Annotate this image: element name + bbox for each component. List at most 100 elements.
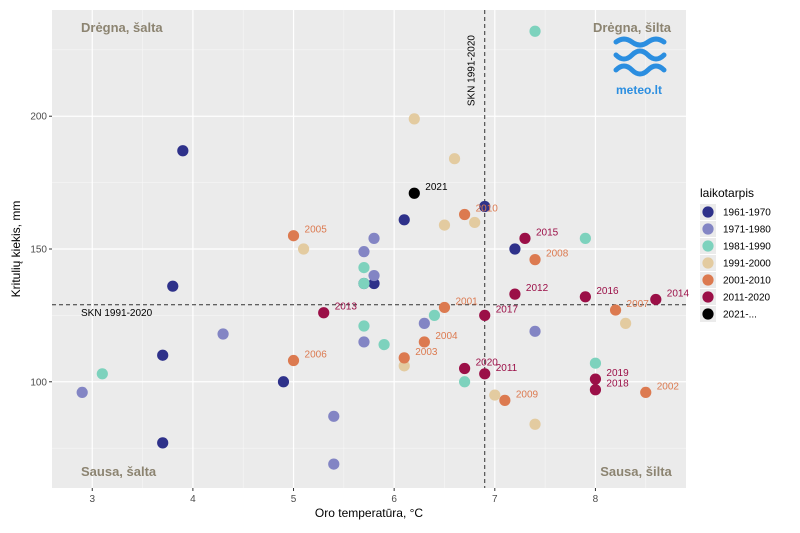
logo-text: meteo.lt bbox=[616, 83, 662, 97]
data-point bbox=[328, 458, 340, 470]
data-point bbox=[589, 373, 602, 385]
data-point bbox=[358, 320, 370, 332]
data-point bbox=[529, 254, 541, 266]
data-point bbox=[358, 336, 370, 348]
x-tick-label: 5 bbox=[291, 494, 297, 505]
data-point bbox=[76, 386, 88, 398]
legend-title: laikotarpis bbox=[700, 186, 754, 200]
point-label: 2010 bbox=[476, 203, 499, 214]
data-point bbox=[368, 277, 380, 290]
point-label: 2002 bbox=[657, 381, 680, 392]
data-point bbox=[529, 418, 541, 430]
quadrant-label-top-left: Drėgna, šalta bbox=[81, 20, 163, 35]
data-point bbox=[438, 219, 451, 231]
data-point bbox=[408, 113, 420, 125]
data-point bbox=[287, 354, 300, 367]
data-point bbox=[368, 269, 380, 282]
x-tick-label: 6 bbox=[391, 494, 397, 505]
data-point bbox=[96, 368, 108, 380]
legend-swatch bbox=[702, 291, 714, 303]
data-point bbox=[177, 145, 189, 157]
point-label: 2006 bbox=[305, 350, 328, 361]
legend-label: 1981-1990 bbox=[723, 242, 771, 253]
data-point bbox=[398, 360, 410, 372]
x-tick-label: 4 bbox=[190, 494, 196, 505]
point-label: 2003 bbox=[415, 347, 438, 358]
point-label: 2001 bbox=[455, 296, 478, 307]
data-point bbox=[167, 280, 179, 292]
point-label: 2011 bbox=[496, 363, 518, 374]
legend-swatch bbox=[702, 274, 714, 286]
data-point bbox=[650, 293, 662, 306]
point-label: 2004 bbox=[435, 331, 458, 342]
point-label: 2020 bbox=[476, 358, 499, 369]
point-label: 2008 bbox=[546, 249, 569, 260]
point-label: 2017 bbox=[496, 304, 519, 315]
data-point bbox=[297, 243, 310, 255]
legend-swatch bbox=[702, 223, 714, 235]
data-point bbox=[609, 304, 622, 316]
data-point bbox=[579, 291, 591, 303]
legend-label: 2021-... bbox=[723, 310, 757, 321]
point-label: 2018 bbox=[606, 379, 629, 390]
axis-ticks bbox=[49, 115, 596, 491]
data-point bbox=[328, 410, 340, 422]
data-point bbox=[589, 384, 602, 396]
data-point bbox=[479, 200, 491, 213]
data-point bbox=[438, 301, 451, 314]
data-point bbox=[157, 437, 169, 449]
legend-items: 1961-1970 1971-1980 1981-1990 1991-2000 2001… bbox=[700, 204, 771, 322]
data-point bbox=[640, 386, 652, 398]
data-point bbox=[459, 376, 471, 388]
legend-label: 2011-2020 bbox=[723, 293, 771, 304]
point-label: 2021 bbox=[425, 182, 448, 193]
data-point bbox=[428, 309, 441, 321]
data-point bbox=[277, 376, 290, 388]
data-point bbox=[398, 214, 410, 226]
data-point bbox=[358, 261, 370, 274]
data-point bbox=[620, 317, 632, 329]
y-tick-label: 200 bbox=[30, 112, 47, 123]
data-point bbox=[589, 357, 602, 369]
legend-swatch bbox=[702, 257, 714, 269]
point-label: 2013 bbox=[335, 302, 358, 313]
data-point bbox=[509, 243, 521, 255]
y-tick-label: 150 bbox=[30, 245, 47, 256]
legend-label: 2001-2010 bbox=[723, 276, 771, 287]
data-point bbox=[489, 389, 501, 401]
legend-label: 1961-1970 bbox=[723, 208, 771, 219]
data-point bbox=[509, 288, 521, 300]
data-point bbox=[529, 325, 541, 337]
x-axis-title: Oro temperatūra, °C bbox=[315, 506, 424, 520]
point-label: 2007 bbox=[627, 299, 650, 310]
data-point bbox=[418, 336, 430, 348]
data-point bbox=[398, 352, 410, 364]
point-label: 2015 bbox=[536, 227, 559, 238]
quadrant-label-top-right: Drėgna, šilta bbox=[593, 20, 672, 35]
data-point bbox=[479, 368, 491, 380]
data-point bbox=[378, 339, 390, 351]
data-point bbox=[287, 230, 300, 242]
point-label: 2016 bbox=[596, 286, 619, 297]
quadrant-label-bottom-right: Sausa, šilta bbox=[600, 464, 672, 479]
meteo-waves-logo-icon bbox=[613, 36, 667, 77]
quadrant-label-bottom-left: Sausa, šalta bbox=[81, 464, 157, 479]
legend-label: 1971-1980 bbox=[723, 225, 771, 236]
point-label: 2009 bbox=[516, 389, 539, 400]
data-point bbox=[529, 25, 541, 37]
y-axis-title: Kritulių kiekis, mm bbox=[9, 201, 23, 298]
x-tick-label: 7 bbox=[492, 494, 498, 505]
legend-swatch bbox=[702, 240, 714, 252]
tick-labels: 3 4 5 6 7 8 100 150 200 bbox=[30, 112, 598, 505]
data-point bbox=[499, 394, 511, 406]
data-point bbox=[459, 208, 471, 221]
legend-label: 1991-2000 bbox=[723, 259, 771, 270]
legend: laikotarpis 1961-19701971-19801981-19901… bbox=[700, 186, 771, 322]
data-point bbox=[157, 349, 169, 361]
point-label: 2005 bbox=[305, 225, 328, 236]
data-point bbox=[318, 307, 330, 319]
data-point bbox=[408, 187, 420, 199]
point-label: 2014 bbox=[667, 288, 690, 299]
data-point bbox=[217, 328, 229, 340]
data-point bbox=[358, 277, 370, 290]
